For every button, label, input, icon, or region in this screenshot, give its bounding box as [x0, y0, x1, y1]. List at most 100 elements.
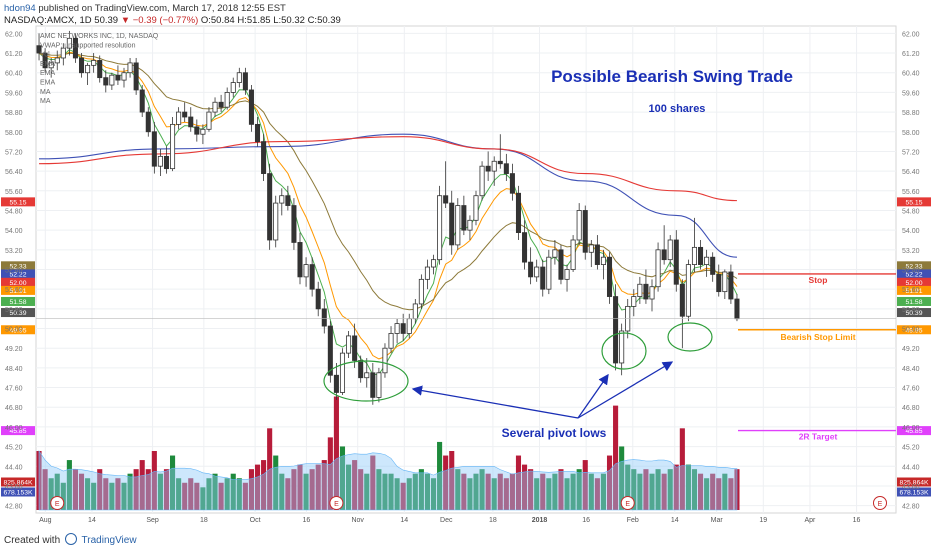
candle-up	[722, 271, 728, 293]
candle-down	[613, 296, 619, 364]
pivot-arrow	[411, 385, 579, 419]
y-tick-left: 54.00	[5, 228, 23, 235]
volume-bar	[103, 478, 109, 510]
volume-bar	[224, 478, 230, 510]
volume-bar	[303, 473, 309, 510]
volume-bar	[157, 473, 163, 510]
x-tick: 18	[200, 517, 208, 524]
earnings-marker-label: E	[625, 501, 630, 508]
volume-bar	[655, 469, 661, 510]
published-text: published on TradingView.com, March 17, …	[38, 3, 286, 14]
price-badge-label: 49.95	[9, 327, 26, 334]
legend-entry: EMA	[40, 61, 56, 68]
y-tick-right: 59.60	[902, 90, 920, 97]
y-tick-right: 52.40	[902, 268, 920, 275]
volume-bar	[364, 473, 370, 510]
candle-down	[643, 283, 649, 300]
tradingview-link[interactable]: TradingView	[81, 535, 137, 546]
axes: 62.00 62.00 61.20 61.20 60.40 60.40 59.60 59.60…	[5, 31, 920, 524]
volume-bar	[358, 469, 364, 510]
candle-up	[704, 256, 710, 265]
volume-bar	[188, 478, 194, 510]
earnings-marker-label: E	[334, 501, 339, 508]
candle-down	[716, 274, 722, 293]
y-tick-left: 50.80	[5, 307, 23, 314]
volume-bar	[704, 478, 710, 510]
candle-up	[303, 264, 309, 278]
y-tick-right: 58.00	[902, 130, 920, 137]
price-change: ▼ −0.39 (−0.77%)	[120, 15, 199, 26]
price-badge-label: 52.33	[905, 263, 922, 270]
candle-up	[121, 72, 127, 81]
y-tick-left: 52.40	[5, 268, 23, 275]
candle-up	[66, 37, 72, 49]
x-tick: 18	[489, 517, 497, 524]
x-tick: Apr	[804, 517, 816, 524]
candle-up	[685, 264, 691, 317]
author-link[interactable]: hdon94	[4, 3, 36, 14]
candle-down	[449, 202, 455, 246]
y-tick-left: 46.00	[5, 425, 23, 432]
candle-down	[352, 335, 358, 361]
y-tick-left: 61.20	[5, 51, 23, 58]
volume-bar	[564, 478, 570, 510]
volume-bar	[497, 473, 503, 510]
price-badge	[1, 426, 35, 436]
candle-up	[437, 195, 443, 261]
volume-bar	[200, 487, 206, 510]
candle-up	[200, 128, 206, 135]
y-tick-right: 56.40	[902, 169, 920, 176]
volume-bar	[600, 473, 606, 510]
candle-up	[236, 72, 242, 83]
candle-down	[400, 323, 406, 334]
volume-badge	[1, 487, 35, 497]
volume-bar	[85, 478, 91, 510]
y-tick-left: 45.20	[5, 445, 23, 452]
candle-up	[127, 62, 133, 74]
ma-red-line	[39, 136, 737, 202]
x-tick: 16	[853, 517, 861, 524]
candle-up	[206, 111, 212, 130]
y-tick-left: 58.80	[5, 110, 23, 117]
candle-down	[443, 195, 449, 204]
legend-entry: EMA	[40, 70, 56, 77]
pivot-circle	[323, 360, 409, 402]
candle-up	[430, 259, 437, 268]
candle-up	[388, 333, 394, 349]
price-badge-label: 51.91	[905, 288, 922, 295]
y-tick-left: 51.60	[5, 287, 23, 294]
ohlc-values: O:50.84 H:51.85 L:50.32 C:50.39	[200, 15, 341, 26]
volume-badge-label: 678.153K	[899, 490, 929, 497]
volume-bar	[582, 460, 588, 510]
y-tick-right: 55.60	[902, 189, 920, 196]
volume-bar	[212, 473, 218, 510]
volume-bar	[206, 478, 212, 510]
volume-bar	[170, 455, 176, 510]
candle-up	[455, 205, 461, 246]
candle-down	[540, 266, 546, 290]
symbol-line: NASDAQ:AMCX, 1D 50.39 ▼ −0.39 (−0.77%) O…	[4, 15, 341, 26]
volume-bar	[176, 478, 182, 510]
volume-bar	[613, 405, 619, 510]
volume-bar	[163, 469, 170, 510]
ema-mid-line	[38, 51, 738, 360]
candle-up	[564, 269, 570, 280]
x-tick: Nov	[351, 517, 364, 524]
candle-down	[36, 45, 42, 54]
volume-bar	[78, 473, 85, 510]
volume-bar	[370, 455, 376, 510]
volume-bar	[698, 473, 704, 510]
y-tick-left: 59.60	[5, 90, 23, 97]
candle-down	[248, 89, 254, 125]
price-badge	[897, 269, 931, 279]
volume-bar	[309, 469, 315, 510]
candle-up	[552, 249, 558, 258]
candle-up	[424, 266, 430, 280]
candle-down	[606, 256, 613, 297]
y-tick-right: 54.00	[902, 228, 920, 235]
y-tick-left: 42.80	[5, 504, 23, 511]
price-badge-label: 52.00	[905, 280, 922, 287]
candle-down	[710, 256, 716, 275]
x-tick: Mar	[711, 517, 724, 524]
